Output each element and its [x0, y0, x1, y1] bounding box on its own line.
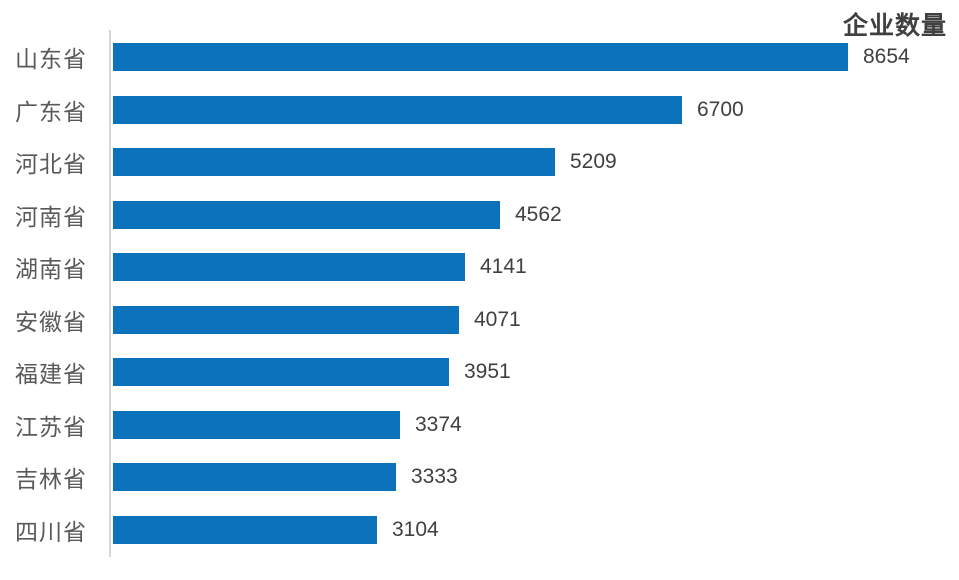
bar-row: 山东省 8654 [0, 31, 959, 84]
bar-row: 江苏省 3374 [0, 399, 959, 452]
value-label: 4141 [480, 255, 527, 279]
value-label: 4071 [474, 307, 521, 331]
bar-area: 4071 [111, 294, 959, 347]
bar [113, 463, 396, 492]
category-label: 吉林省 [15, 467, 87, 493]
value-label: 8654 [863, 45, 910, 69]
bar-area: 4562 [111, 189, 959, 242]
value-label: 3951 [464, 360, 511, 384]
bar [113, 148, 555, 177]
category-label: 广东省 [15, 99, 87, 125]
y-axis-line [109, 30, 111, 557]
bar-row: 广东省 6700 [0, 84, 959, 137]
value-label: 6700 [697, 97, 744, 121]
bar [113, 200, 500, 229]
bar-row: 河北省 5209 [0, 136, 959, 189]
bar-area: 3104 [111, 504, 959, 557]
category-label: 河北省 [15, 152, 87, 178]
category-label: 四川省 [15, 519, 87, 545]
value-label: 4562 [515, 202, 562, 226]
bar [113, 305, 459, 334]
chart-title: 企业数量 [842, 12, 947, 40]
category-label: 福建省 [15, 362, 87, 388]
bar [113, 410, 400, 439]
bar-row: 安徽省 4071 [0, 294, 959, 347]
category-label: 山东省 [15, 47, 87, 73]
value-label: 5209 [570, 150, 617, 174]
bar-area: 3374 [111, 399, 959, 452]
bar [113, 253, 465, 282]
category-label: 江苏省 [15, 414, 87, 440]
bar-area: 8654 [111, 31, 959, 84]
category-label: 河南省 [15, 204, 87, 230]
bar-row: 福建省 3951 [0, 346, 959, 399]
bar-row: 吉林省 3333 [0, 451, 959, 504]
bar-area: 4141 [111, 241, 959, 294]
bar [113, 95, 682, 124]
bar-area: 6700 [111, 84, 959, 137]
bar-row: 湖南省 4141 [0, 241, 959, 294]
bar [113, 43, 848, 72]
bar [113, 515, 377, 544]
value-label: 3104 [392, 517, 439, 541]
value-label: 3333 [411, 465, 458, 489]
bar-area: 3333 [111, 451, 959, 504]
bar-area: 5209 [111, 136, 959, 189]
category-label: 湖南省 [15, 257, 87, 283]
bar-row: 河南省 4562 [0, 189, 959, 242]
bar-rows-container: 山东省 8654 广东省 6700 河北省 5209 河南省 4562 湖南省 … [0, 31, 959, 556]
bar-area: 3951 [111, 346, 959, 399]
bar [113, 358, 449, 387]
bar-row: 四川省 3104 [0, 504, 959, 557]
value-label: 3374 [415, 412, 462, 436]
category-label: 安徽省 [15, 309, 87, 335]
